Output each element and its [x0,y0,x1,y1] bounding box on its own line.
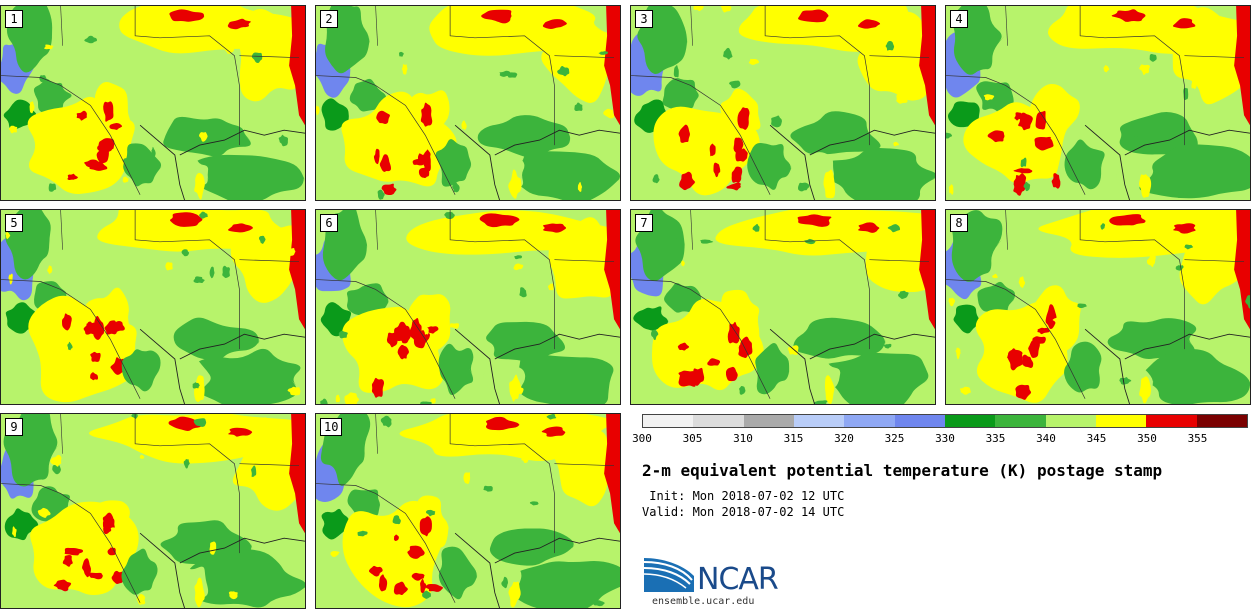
ensemble-member-panel: 4 [945,5,1251,201]
ensemble-member-panel: 2 [315,5,621,201]
ensemble-member-panel: 7 [630,209,936,405]
colorbar-tick-label: 345 [1086,432,1107,445]
colorbar-tick-label: 305 [682,432,703,445]
website-url: ensemble.ucar.edu [652,596,755,607]
member-number-label: 3 [635,10,653,28]
member-map [316,210,620,404]
member-map [1,210,305,404]
member-number-label: 2 [320,10,338,28]
member-map [1,414,305,608]
colorbar-segment [1196,415,1247,427]
member-number-label: 6 [320,214,338,232]
colorbar-tick-label: 335 [985,432,1006,445]
member-map [1,6,305,200]
ensemble-member-panel: 5 [0,209,306,405]
colorbar-segment [995,415,1046,427]
colorbar-segment [1045,415,1096,427]
colorbar-segment [1095,415,1147,427]
ensemble-member-panel: 1 [0,5,306,201]
colorbar [642,414,1248,428]
member-map [631,210,935,404]
ensemble-member-panel: 8 [945,209,1251,405]
colorbar-tick-label: 350 [1137,432,1157,445]
colorbar-segment [643,415,694,427]
member-map [316,414,620,608]
member-number-label: 4 [950,10,968,28]
colorbar-segment [693,415,744,427]
colorbar-tick-label: 340 [1036,432,1056,445]
member-number-label: 8 [950,214,968,232]
member-map [946,6,1250,200]
member-number-label: 10 [320,418,343,436]
ensemble-member-panel: 10 [315,413,621,609]
member-map [631,6,935,200]
ensemble-member-panel: 9 [0,413,306,609]
member-number-label: 1 [5,10,23,28]
ensemble-member-panel: 6 [315,209,621,405]
colorbar-tick-label: 300 [632,432,652,445]
colorbar-legend: 300 305 310 315 320 325 330 335 340 345 350 355 [632,414,1248,454]
colorbar-tick-label: 325 [884,432,905,445]
colorbar-segment [1146,415,1197,427]
colorbar-tick-label: 320 [834,432,854,445]
ncar-logo-icon [643,558,694,592]
colorbar-segment [743,415,794,427]
colorbar-segment [844,415,895,427]
colorbar-tick-label: 315 [783,432,804,445]
figure-title: 2-m equivalent potential temperature (K)… [642,461,1163,480]
member-map [316,6,620,200]
colorbar-tick-label: 310 [733,432,753,445]
init-time: Init: Mon 2018-07-02 12 UTC [642,489,845,503]
member-map [946,210,1250,404]
colorbar-segment [894,415,945,427]
colorbar-tick-label: 330 [935,432,955,445]
colorbar-segment [944,415,996,427]
colorbar-segment [793,415,845,427]
colorbar-tick-label: 355 [1187,432,1208,445]
member-number-label: 7 [635,214,653,232]
valid-time: Valid: Mon 2018-07-02 14 UTC [642,505,845,519]
ncar-logo-text: NCAR [697,562,779,597]
member-number-label: 9 [5,418,23,436]
member-number-label: 5 [5,214,23,232]
ensemble-member-panel: 3 [630,5,936,201]
